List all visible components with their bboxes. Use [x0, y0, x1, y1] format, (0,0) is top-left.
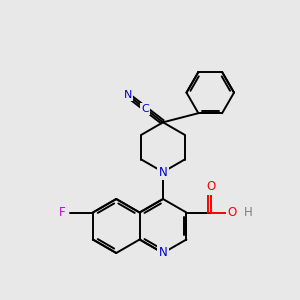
Text: N: N	[159, 247, 167, 260]
Text: N: N	[159, 166, 167, 178]
Text: N: N	[124, 90, 132, 100]
Text: C: C	[142, 104, 149, 114]
Text: O: O	[206, 180, 215, 194]
Text: H: H	[244, 206, 253, 219]
Text: O: O	[227, 206, 237, 219]
Text: F: F	[58, 206, 65, 219]
